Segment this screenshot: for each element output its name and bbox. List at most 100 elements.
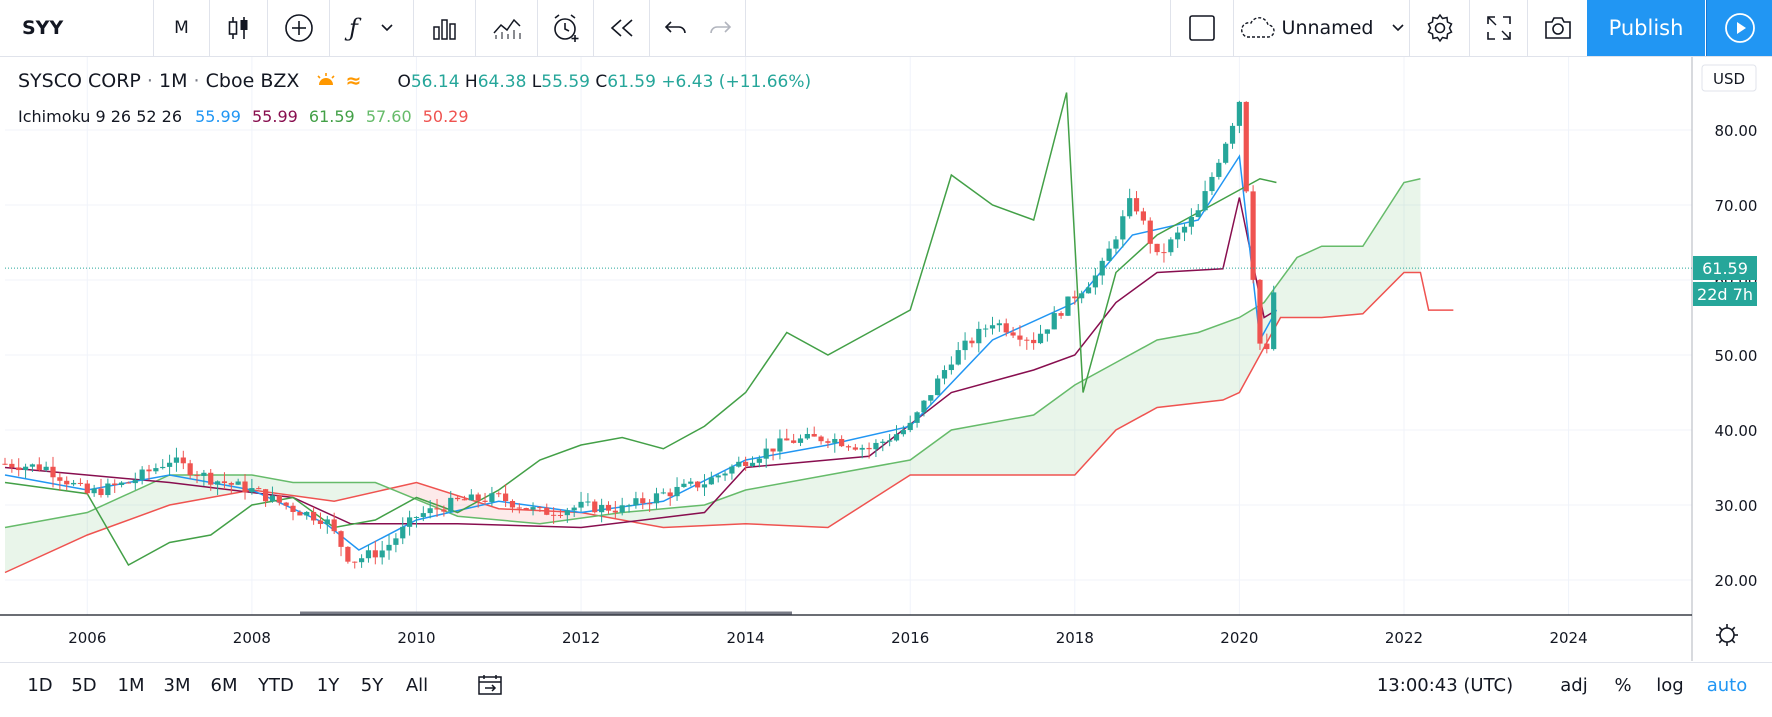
range-button-6m[interactable]: 6M: [210, 674, 238, 696]
financials-button[interactable]: [414, 0, 476, 56]
candles-icon: [228, 17, 247, 39]
bar-chart-icon: [432, 19, 456, 40]
range-button-3m[interactable]: 3M: [163, 674, 191, 696]
redo-icon[interactable]: [708, 18, 732, 38]
range-button-1m[interactable]: 1M: [117, 674, 145, 696]
indicators-button[interactable]: ƒ: [330, 0, 414, 56]
indicator-value-tenkan: 55.99: [195, 107, 241, 126]
candle-body: [1250, 191, 1256, 280]
candle-body: [1024, 339, 1030, 341]
candle-body: [1181, 226, 1188, 233]
candle-body: [1154, 243, 1160, 253]
plot-background: [0, 57, 1772, 615]
candle-body: [756, 458, 762, 463]
candle-body: [187, 463, 193, 476]
axis-settings-icon[interactable]: [1719, 627, 1735, 643]
bar-countdown-label: 22d 7h: [1693, 282, 1757, 306]
candle-body: [578, 501, 584, 508]
close-value: 61.59: [607, 72, 656, 92]
candle-body: [921, 400, 927, 413]
candle-body: [16, 467, 22, 471]
replay-button[interactable]: [594, 0, 650, 56]
candle-body: [859, 447, 865, 450]
x-tick-label: 2016: [891, 629, 929, 647]
close-label: C: [595, 72, 608, 92]
candle-body: [1003, 323, 1009, 333]
candle-body: [1085, 287, 1092, 294]
layout-name-button[interactable]: Unnamed: [1234, 0, 1410, 56]
symbol-search-button[interactable]: SYY: [0, 0, 154, 56]
candle-body: [166, 462, 173, 467]
candle-body: [180, 457, 186, 464]
candle-body: [475, 494, 481, 501]
range-button-1d[interactable]: 1D: [27, 674, 53, 696]
range-button-1y[interactable]: 1Y: [316, 674, 340, 696]
x-tick-label: 2014: [727, 629, 765, 647]
candle-body: [50, 466, 56, 478]
range-button-5d[interactable]: 5D: [71, 674, 97, 696]
legend-sep: ·: [146, 70, 153, 92]
range-button-5y[interactable]: 5Y: [360, 674, 384, 696]
currency-box: [1701, 64, 1757, 92]
candle-body: [461, 499, 468, 501]
candle-body: [324, 519, 330, 525]
compare-button[interactable]: [268, 0, 330, 56]
candle-body: [743, 461, 749, 466]
y-tick-label: 30.00: [1715, 497, 1758, 515]
candle-body: [880, 441, 886, 443]
candle-body: [2, 463, 8, 465]
candle-body: [413, 516, 420, 518]
x-tick-label: 2006: [68, 629, 106, 647]
candle-body: [708, 477, 714, 485]
candle-body: [496, 493, 502, 495]
candle-body: [839, 438, 845, 447]
publish-button[interactable]: Publish: [1587, 0, 1705, 56]
select-layout-button[interactable]: [1170, 0, 1234, 56]
candle-body: [1079, 293, 1085, 299]
snapshot-button[interactable]: [1528, 0, 1587, 56]
x-tick-label: 2020: [1220, 629, 1258, 647]
candle-body: [516, 507, 522, 509]
compare-chart-button[interactable]: [476, 0, 538, 56]
log-toggle[interactable]: log: [1656, 674, 1684, 696]
candle-body: [118, 482, 125, 486]
symbol-legend: SYSCO CORP · 1M · Cboe BZX ≈ O56.14 H64.…: [18, 70, 811, 92]
ichimoku-cloud: [5, 475, 392, 573]
goto-date-button[interactable]: [470, 663, 510, 707]
candle-body: [777, 438, 783, 452]
candle-body: [900, 430, 906, 435]
candle-body: [832, 438, 838, 443]
candle-body: [866, 447, 872, 450]
candle-body: [132, 479, 138, 484]
chart-style-button[interactable]: [210, 0, 268, 56]
candle-body: [379, 550, 385, 558]
open-value: 56.14: [410, 72, 460, 92]
candle-body: [893, 434, 900, 441]
clock-display[interactable]: 13:00:43 (UTC): [1376, 674, 1514, 696]
range-button-all[interactable]: All: [405, 674, 429, 696]
y-tick-label: 20.00: [1715, 572, 1758, 590]
candle-body: [1120, 216, 1126, 240]
percent-toggle[interactable]: %: [1614, 674, 1632, 696]
candle-body: [640, 498, 646, 504]
alert-button[interactable]: [538, 0, 594, 56]
adj-toggle[interactable]: adj: [1560, 674, 1588, 696]
auto-toggle[interactable]: auto: [1706, 674, 1748, 696]
range-button-ytd[interactable]: YTD: [258, 674, 294, 696]
play-button[interactable]: [1706, 0, 1772, 56]
interval-button[interactable]: M: [154, 0, 210, 56]
fullscreen-button[interactable]: [1470, 0, 1528, 56]
candle-body: [249, 488, 255, 493]
undo-icon[interactable]: [664, 18, 688, 38]
indicator-title[interactable]: Ichimoku 9 26 52 26: [18, 107, 182, 126]
settings-button[interactable]: [1410, 0, 1470, 56]
candle-body: [1195, 210, 1201, 217]
candle-body: [509, 500, 516, 508]
candle-body: [674, 486, 680, 497]
candle-body: [105, 483, 111, 496]
currency-label[interactable]: USD: [1713, 70, 1745, 88]
legend-symbol-name[interactable]: SYSCO CORP: [18, 70, 141, 92]
gear-icon: [1426, 13, 1453, 43]
